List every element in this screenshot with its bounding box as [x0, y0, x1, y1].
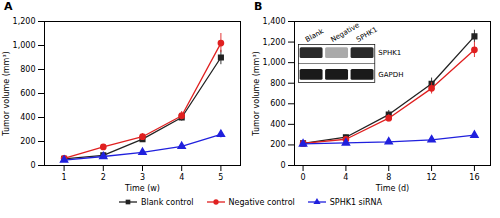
svg-text:1: 1 [62, 173, 67, 182]
svg-text:200: 200 [20, 137, 35, 146]
html-text:Blank control: Blank control [141, 197, 194, 207]
svg-text:600: 600 [20, 89, 35, 98]
svg-text:Tumor volume (mm³): Tumor volume (mm³) [2, 51, 11, 136]
svg-text:4: 4 [179, 173, 184, 182]
svg-text:Time (d): Time (d) [375, 184, 409, 193]
svg-text:SPHK1: SPHK1 [355, 26, 379, 44]
svg-text:GAPDH: GAPDH [378, 71, 403, 79]
svg-text:400: 400 [20, 113, 35, 122]
svg-text:1,200: 1,200 [263, 38, 286, 47]
svg-text:800: 800 [270, 79, 285, 88]
svg-text:Time (w): Time (w) [124, 184, 160, 193]
html-text:SPHK1 siRNA: SPHK1 siRNA [329, 197, 382, 207]
svg-text:5: 5 [218, 173, 223, 182]
svg-text:16: 16 [469, 173, 479, 182]
svg-text:1,000: 1,000 [263, 58, 286, 67]
svg-text:Negative: Negative [329, 21, 361, 45]
html-text:B: B [254, 0, 263, 13]
svg-text:SPHK1: SPHK1 [378, 49, 401, 57]
svg-text:200: 200 [270, 140, 285, 149]
svg-text:3: 3 [140, 173, 145, 182]
svg-text:12: 12 [426, 173, 436, 182]
svg-text:0: 0 [280, 161, 285, 170]
svg-text:2: 2 [101, 173, 106, 182]
html-text:Negative control: Negative control [228, 197, 295, 207]
svg-text:0: 0 [301, 173, 306, 182]
svg-text:800: 800 [20, 65, 35, 74]
svg-text:600: 600 [270, 99, 285, 108]
svg-text:400: 400 [270, 120, 285, 129]
svg-text:Blank: Blank [304, 27, 326, 44]
svg-text:1,400: 1,400 [263, 17, 286, 26]
svg-text:8: 8 [386, 173, 391, 182]
svg-text:1,000: 1,000 [13, 41, 36, 50]
svg-text:1,200: 1,200 [13, 17, 36, 26]
html-text:A: A [4, 0, 13, 13]
svg-text:Tumor volume (mm³): Tumor volume (mm³) [252, 51, 261, 136]
svg-text:0: 0 [30, 161, 35, 170]
svg-text:4: 4 [343, 173, 348, 182]
